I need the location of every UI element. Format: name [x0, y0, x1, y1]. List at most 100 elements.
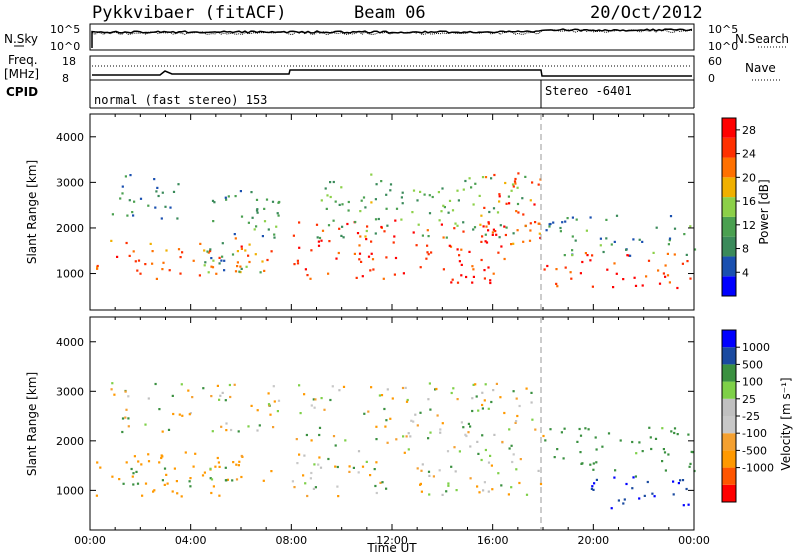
scatter-cell — [276, 410, 279, 413]
scatter-cell — [634, 475, 637, 478]
scatter-cell — [251, 216, 254, 219]
scatter-cell — [329, 398, 332, 402]
scatter-cell — [586, 254, 589, 257]
scatter-cell — [456, 189, 459, 192]
scatter-cell — [238, 270, 241, 273]
scatter-cell — [510, 486, 513, 489]
scatter-cell — [476, 440, 479, 443]
scatter-cell — [276, 212, 279, 215]
scatter-cell — [270, 250, 273, 253]
scatter-cell — [629, 254, 632, 257]
scatter-cell — [110, 388, 113, 391]
scatter-cell — [477, 452, 480, 455]
scatter-cell — [224, 399, 227, 402]
scatter-cell — [661, 427, 664, 430]
scatter-cell — [487, 222, 490, 225]
scatter-cell — [462, 230, 465, 233]
scatter-cell — [160, 454, 163, 457]
scatter-cell — [179, 256, 182, 259]
scatter-cell — [631, 487, 634, 490]
scatter-cell — [610, 507, 613, 510]
scatter-cell — [389, 189, 392, 192]
scatter-cell — [507, 195, 510, 198]
scatter-cell — [124, 175, 127, 178]
scatter-cell — [498, 195, 501, 198]
scatter-cell — [622, 502, 625, 505]
scatter-cell — [625, 482, 628, 486]
scatter-cell — [111, 213, 114, 216]
scatter-cell — [483, 481, 486, 484]
scatter-cell — [592, 468, 595, 471]
scatter-cell — [421, 463, 424, 466]
colorbar-tick-label: -100 — [742, 427, 767, 440]
scatter-cell — [428, 194, 431, 197]
scatter-cell — [622, 278, 625, 281]
scatter-cell — [610, 243, 613, 246]
colorbar-swatch — [722, 364, 736, 382]
scatter-cell — [199, 242, 202, 245]
scatter-cell — [373, 468, 376, 471]
scatter-cell — [516, 186, 519, 189]
scatter-cell — [218, 256, 221, 259]
scatter-cell — [375, 183, 378, 186]
scatter-cell — [521, 197, 524, 200]
scatter-cell — [377, 217, 380, 221]
scatter-cell — [357, 450, 361, 453]
scatter-cell — [358, 244, 361, 247]
scatter-cell — [247, 425, 250, 428]
scatter-cell — [471, 409, 474, 413]
scatter-cell — [367, 410, 370, 413]
scatter-cell — [226, 478, 229, 481]
scatter-cell — [129, 174, 132, 177]
scatter-cell — [474, 182, 477, 185]
scatter-cell — [416, 467, 419, 470]
scatter-cell — [231, 479, 234, 482]
scatter-cell — [417, 223, 420, 226]
scatter-cell — [462, 221, 465, 224]
scatter-cell — [467, 422, 470, 425]
scatter-cell — [505, 226, 508, 229]
velocity-colorbar-label: Velocity [m s⁻¹] — [779, 377, 793, 470]
noise-right-tick-top: 10^5 — [708, 23, 738, 36]
scatter-cell — [96, 266, 99, 269]
scatter-cell — [265, 198, 269, 201]
scatter-cell — [393, 235, 396, 238]
scatter-cell — [233, 383, 236, 386]
scatter-cell — [439, 431, 442, 434]
scatter-cell — [438, 469, 441, 472]
colorbar-swatch — [722, 381, 736, 399]
scatter-cell — [212, 220, 215, 223]
scatter-cell — [471, 397, 474, 400]
scatter-cell — [661, 460, 664, 463]
scatter-cell — [366, 225, 369, 228]
scatter-cell — [165, 473, 168, 476]
scatter-cell — [236, 261, 239, 264]
scatter-cell — [217, 461, 220, 464]
colorbar-tick-label: 500 — [742, 358, 763, 371]
x-tick-label: 20:00 — [577, 534, 609, 547]
scatter-cell — [375, 425, 378, 428]
scatter-cell — [641, 450, 644, 453]
scatter-cell — [348, 470, 351, 473]
colorbar-swatch — [722, 236, 736, 257]
scatter-cell — [472, 275, 475, 278]
scatter-cell — [326, 194, 329, 197]
scatter-cell — [646, 480, 649, 484]
colorbar-swatch — [722, 416, 736, 434]
scatter-cell — [406, 398, 409, 402]
scatter-cell — [305, 433, 308, 437]
colorbar-tick-label: 8 — [742, 243, 749, 256]
scatter-cell — [648, 426, 651, 429]
scatter-cell — [228, 383, 231, 387]
scatter-cell — [131, 211, 134, 214]
scatter-cell — [147, 453, 150, 456]
scatter-cell — [426, 229, 429, 232]
scatter-cell — [462, 426, 465, 429]
scatter-cell — [487, 490, 490, 493]
scatter-cell — [262, 479, 265, 482]
scatter-cell — [635, 452, 638, 455]
scatter-cell — [673, 253, 676, 256]
colorbar-swatch — [722, 177, 736, 198]
scatter-cell — [456, 248, 459, 251]
scatter-cell — [581, 260, 584, 264]
